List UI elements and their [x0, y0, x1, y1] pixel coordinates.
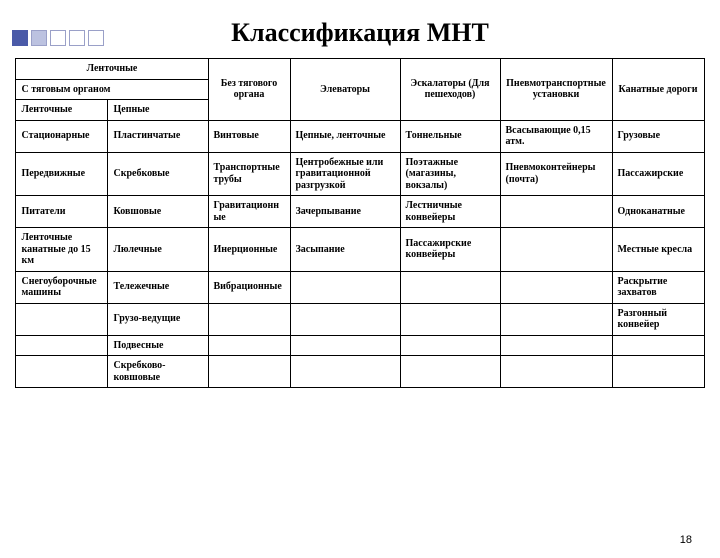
- table-row: Питатели Ковшовые Гравитационные Зачерпы…: [16, 196, 704, 228]
- cell: Вибрационные: [208, 271, 290, 303]
- hdr-sub-cepnye: Цепные: [108, 100, 208, 121]
- cell: [208, 356, 290, 388]
- cell: Цепные, ленточные: [290, 120, 400, 152]
- cell: [500, 356, 612, 388]
- cell: [290, 335, 400, 356]
- page-title: Классификация МНТ: [0, 18, 720, 48]
- cell: [16, 303, 108, 335]
- cell: Скребковые: [108, 152, 208, 196]
- cell: [208, 303, 290, 335]
- cell: Грузо-ведущие: [108, 303, 208, 335]
- cell: Пневмоконтейнеры (почта): [500, 152, 612, 196]
- cell: Снегоуборочные машины: [16, 271, 108, 303]
- cell: [16, 335, 108, 356]
- cell: [500, 271, 612, 303]
- cell: Подвесные: [108, 335, 208, 356]
- cell: [612, 335, 704, 356]
- classification-table: Ленточные Без тягового органа Элеваторы …: [15, 58, 704, 388]
- cell: [400, 356, 500, 388]
- cell: [400, 335, 500, 356]
- cell: Ковшовые: [108, 196, 208, 228]
- hdr-eskalatory: Эскалаторы (Для пешеходов): [400, 59, 500, 121]
- cell: [612, 356, 704, 388]
- hdr-lentochnye: Ленточные: [16, 59, 208, 80]
- cell: Раскрытие захватов: [612, 271, 704, 303]
- cell: Люлечные: [108, 228, 208, 272]
- cell: Центробежные или гравитационной разгрузк…: [290, 152, 400, 196]
- hdr-kanatnye: Канатные дороги: [612, 59, 704, 121]
- cell: Гравитационные: [208, 196, 290, 228]
- cell: Поэтажные (магазины, вокзалы): [400, 152, 500, 196]
- cell: Одноканатные: [612, 196, 704, 228]
- cell: [500, 335, 612, 356]
- table-row: Скребково-ковшовые: [16, 356, 704, 388]
- cell: [400, 303, 500, 335]
- cell: [16, 356, 108, 388]
- hdr-sub-lentochnye: Ленточные: [16, 100, 108, 121]
- cell: Зачерпывание: [290, 196, 400, 228]
- table-row: Ленточные канатные до 15 км Люлечные Ине…: [16, 228, 704, 272]
- page-number: 18: [680, 534, 692, 546]
- cell: Пассажирские конвейеры: [400, 228, 500, 272]
- hdr-s-tyagovym: С тяговым органом: [16, 79, 208, 100]
- cell: Местные кресла: [612, 228, 704, 272]
- cell: Лестничные конвейеры: [400, 196, 500, 228]
- cell: Скребково-ковшовые: [108, 356, 208, 388]
- table-row: Стационарные Пластинчатые Винтовые Цепны…: [16, 120, 704, 152]
- cell: [290, 303, 400, 335]
- cell: Стационарные: [16, 120, 108, 152]
- cell: Засыпание: [290, 228, 400, 272]
- cell: Пассажирские: [612, 152, 704, 196]
- cell: Пластинчатые: [108, 120, 208, 152]
- cell: Транспортные трубы: [208, 152, 290, 196]
- cell: Тележечные: [108, 271, 208, 303]
- slide-decoration: [12, 30, 107, 46]
- table-row: Передвижные Скребковые Транспортные труб…: [16, 152, 704, 196]
- cell: Разгонный конвейер: [612, 303, 704, 335]
- cell: [500, 196, 612, 228]
- cell: [500, 303, 612, 335]
- cell: Инерционные: [208, 228, 290, 272]
- table-row: Подвесные: [16, 335, 704, 356]
- cell: [500, 228, 612, 272]
- cell: [400, 271, 500, 303]
- hdr-bez-tyagovogo: Без тягового органа: [208, 59, 290, 121]
- hdr-pnevmo: Пневмотранспортные установки: [500, 59, 612, 121]
- cell: Грузовые: [612, 120, 704, 152]
- cell: Передвижные: [16, 152, 108, 196]
- cell: [290, 271, 400, 303]
- table-row: Снегоуборочные машины Тележечные Вибраци…: [16, 271, 704, 303]
- cell: Питатели: [16, 196, 108, 228]
- cell: Всасывающие 0,15 атм.: [500, 120, 612, 152]
- cell: Винтовые: [208, 120, 290, 152]
- cell: [290, 356, 400, 388]
- table-row: Грузо-ведущие Разгонный конвейер: [16, 303, 704, 335]
- hdr-elevatory: Элеваторы: [290, 59, 400, 121]
- cell: Ленточные канатные до 15 км: [16, 228, 108, 272]
- cell: [208, 335, 290, 356]
- cell: Тоннельные: [400, 120, 500, 152]
